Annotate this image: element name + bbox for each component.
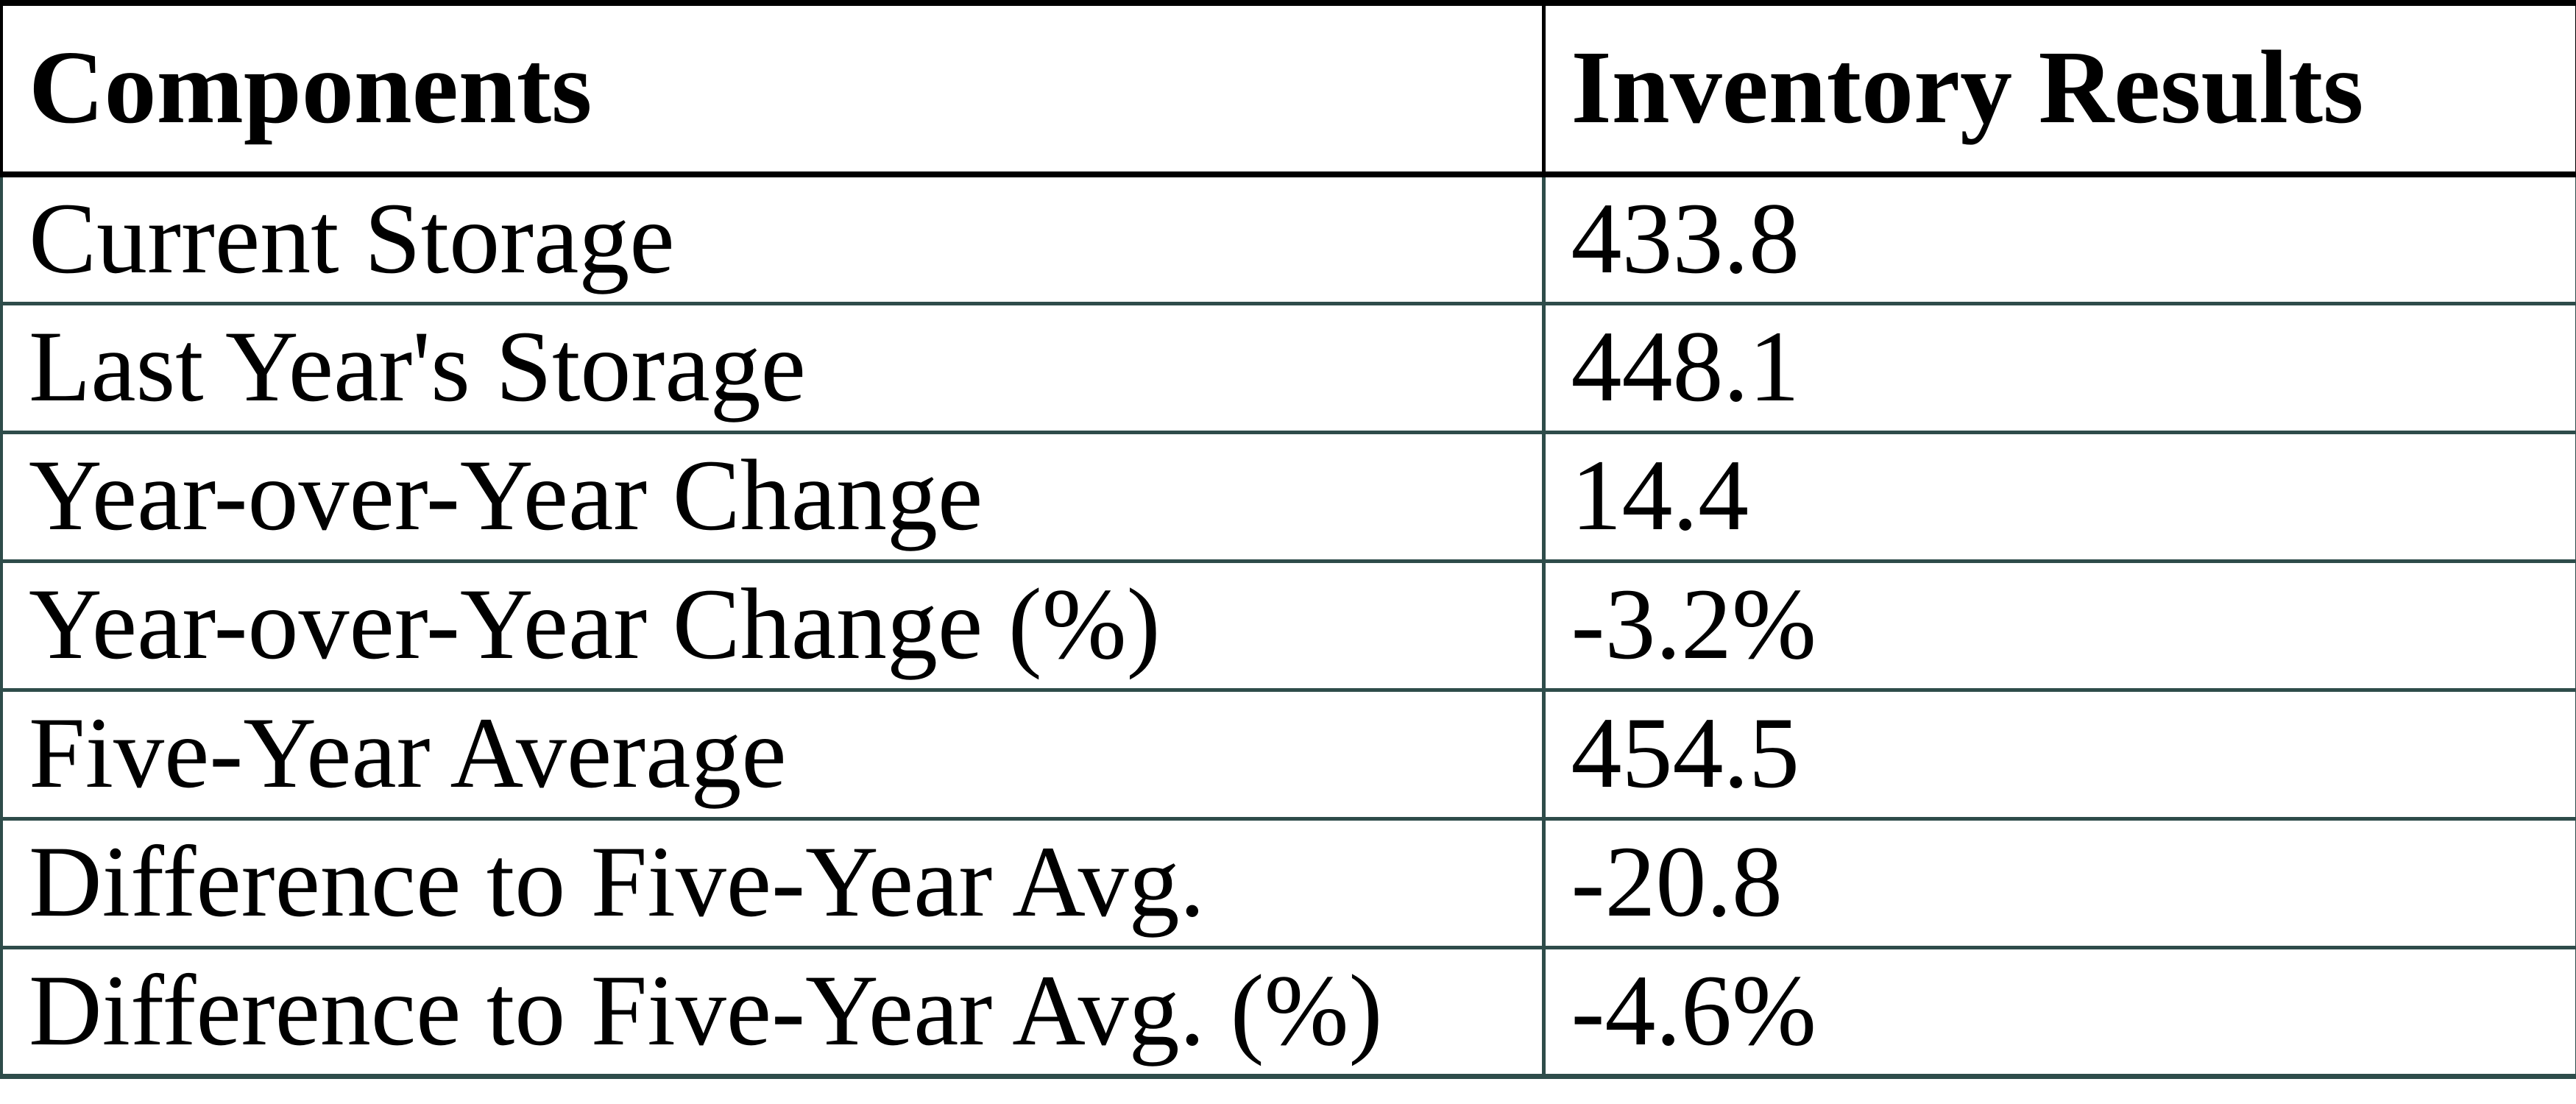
table-row: Year-over-Year Change 14.4: [0, 432, 2576, 563]
row-label-yoy-change: Year-over-Year Change: [0, 432, 1546, 563]
row-label-diff-five-year-avg-pct: Difference to Five-Year Avg. (%): [0, 947, 1546, 1079]
row-value-diff-five-year-avg: -20.8: [1541, 818, 2576, 949]
row-label-yoy-change-pct: Year-over-Year Change (%): [0, 561, 1546, 692]
row-label-last-years-storage: Last Year's Storage: [0, 303, 1546, 434]
table-header-row: Components Inventory Results: [0, 0, 2576, 177]
row-value-five-year-average: 454.5: [1541, 690, 2576, 821]
table-row: Components Inventory Results: [0, 0, 2576, 177]
header-cell-components: Components: [0, 0, 1546, 177]
row-label-current-storage: Current Storage: [0, 174, 1546, 305]
row-label-five-year-average: Five-Year Average: [0, 690, 1546, 821]
table-row: Difference to Five-Year Avg. -20.8: [0, 818, 2576, 949]
row-label-diff-five-year-avg: Difference to Five-Year Avg.: [0, 818, 1546, 949]
row-value-last-years-storage: 448.1: [1541, 303, 2576, 434]
row-value-current-storage: 433.8: [1541, 174, 2576, 305]
table-row: Year-over-Year Change (%) -3.2%: [0, 561, 2576, 692]
inventory-results-table: Components Inventory Results Current Sto…: [0, 0, 2576, 1079]
header-cell-inventory-results: Inventory Results: [1541, 0, 2576, 177]
table-row: Five-Year Average 454.5: [0, 690, 2576, 821]
table-row: Last Year's Storage 448.1: [0, 303, 2576, 434]
row-value-diff-five-year-avg-pct: -4.6%: [1541, 947, 2576, 1079]
table-row: Difference to Five-Year Avg. (%) -4.6%: [0, 947, 2576, 1079]
row-value-yoy-change: 14.4: [1541, 432, 2576, 563]
row-value-yoy-change-pct: -3.2%: [1541, 561, 2576, 692]
table-row: Current Storage 433.8: [0, 174, 2576, 305]
